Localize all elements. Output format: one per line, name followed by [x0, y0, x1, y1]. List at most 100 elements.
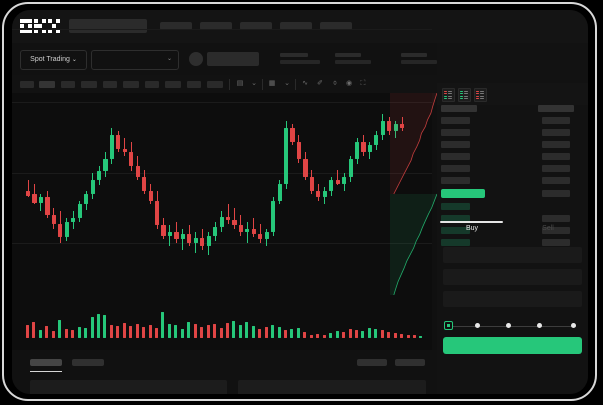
orderbook-bid-row[interactable] [441, 227, 470, 234]
timeframe-button-5[interactable] [103, 81, 117, 88]
amount-percent-slider-handle[interactable] [444, 321, 453, 330]
volume-bar [32, 322, 36, 338]
candles-icon[interactable]: ▤ [236, 80, 244, 87]
nav-item-4[interactable] [280, 22, 312, 30]
volume-bar [419, 336, 423, 338]
bottom-panel-left[interactable] [30, 380, 227, 394]
buy-sell-tabs: Buy Sell [437, 221, 588, 241]
candle-body [103, 159, 108, 172]
nav-item-2[interactable] [200, 22, 232, 30]
candle-body [271, 200, 276, 233]
trading-mode-selector[interactable]: Spot Trading ⌄ [20, 50, 87, 70]
slider-step-25[interactable] [475, 323, 480, 328]
timeframe-button-10[interactable] [207, 81, 223, 88]
candle-body [51, 214, 56, 224]
okx-logo[interactable] [20, 19, 60, 33]
timeframe-button-3[interactable] [61, 81, 75, 88]
candle-body [26, 190, 31, 196]
orderbook-ask-row[interactable] [441, 165, 470, 172]
indicators-icon[interactable]: ▦ [268, 80, 276, 87]
orderbook-bid-row[interactable] [441, 203, 470, 210]
tab-buy[interactable]: Buy [465, 225, 479, 232]
candle-body [309, 176, 314, 191]
nav-item-3[interactable] [240, 22, 272, 30]
bottom-action-1[interactable] [357, 359, 387, 366]
pencil-icon[interactable]: ✐ [317, 80, 323, 87]
orderbook-bid-row[interactable] [441, 215, 470, 222]
orderbook-asks-icon[interactable] [474, 88, 487, 102]
orderbook-ask-amount [542, 165, 570, 172]
orderbook-bid-row[interactable] [441, 239, 470, 246]
candle-wick [259, 223, 261, 243]
timeframe-button-7[interactable] [145, 81, 159, 88]
timeframe-button-4[interactable] [81, 81, 97, 88]
orderbook-ask-row[interactable] [441, 153, 470, 160]
chart-gridline [12, 242, 432, 244]
tab-order-history[interactable] [72, 359, 104, 366]
chevron-down-icon-2[interactable]: ⌄ [284, 80, 290, 87]
orderbook-ask-row[interactable] [441, 129, 470, 136]
volume-bar [38, 329, 42, 338]
trading-pair-selector[interactable]: ⌄ [91, 50, 179, 70]
nav-item-1[interactable] [160, 22, 192, 30]
orderbook-ask-row[interactable] [441, 117, 470, 124]
orderbook-ask-row[interactable] [441, 141, 470, 148]
timeframe-button-1[interactable] [20, 81, 34, 88]
chart-candle [64, 93, 69, 295]
candle-wick [27, 180, 29, 198]
slider-step-50[interactable] [506, 323, 511, 328]
camera-icon[interactable]: ⌽ [332, 80, 338, 87]
volume-bar [393, 333, 397, 338]
volume-bar [64, 328, 68, 338]
slider-step-75[interactable] [537, 323, 542, 328]
fullscreen-icon[interactable]: ⛶ [360, 80, 366, 87]
order-amount-field[interactable] [443, 269, 582, 285]
candle-body [238, 225, 244, 233]
candle-body [342, 176, 347, 184]
timeframe-button-9[interactable] [187, 81, 201, 88]
top-navigation-bar [12, 10, 588, 43]
candle-body [32, 194, 37, 203]
orderbook-and-trade-panel: Buy Sell [437, 43, 588, 394]
tab-sell[interactable]: Sell [542, 225, 554, 232]
bottom-panel-right[interactable] [238, 380, 426, 394]
timeframe-button-6[interactable] [123, 81, 139, 88]
tab-open-orders[interactable] [30, 359, 62, 366]
chart-candle [167, 93, 173, 295]
candle-body [148, 190, 153, 201]
candle-body [58, 223, 63, 238]
settings-icon[interactable]: ◉ [345, 80, 353, 87]
nav-item-5[interactable] [320, 22, 352, 30]
chart-candle [290, 93, 295, 295]
global-search-input[interactable] [69, 19, 147, 33]
candle-body [354, 141, 360, 160]
orderbook-ask-amount [542, 129, 570, 136]
place-buy-order-button[interactable] [443, 337, 582, 354]
orderbook-both-icon[interactable] [442, 88, 455, 102]
slider-step-100[interactable] [571, 323, 576, 328]
volume-bar [277, 326, 281, 338]
volume-bar [296, 327, 300, 338]
candle-body [206, 235, 211, 247]
volume-bar [129, 326, 133, 338]
candlestick-chart[interactable] [12, 28, 432, 295]
timeframe-button-2[interactable] [39, 81, 55, 88]
orderbook-bids-icon[interactable] [458, 88, 471, 102]
timeframe-button-8[interactable] [165, 81, 181, 88]
volume-bar [303, 331, 307, 338]
volume-bar [122, 323, 126, 338]
volume-bar [406, 335, 410, 338]
orderbook-rows[interactable] [437, 105, 588, 246]
order-price-field[interactable] [443, 247, 582, 263]
bottom-action-2[interactable] [395, 359, 425, 366]
orderbook-ask-row[interactable] [441, 177, 470, 184]
toolbar-divider-1 [229, 79, 230, 90]
line-tool-icon[interactable]: ∿ [302, 80, 308, 87]
amount-percent-slider-track[interactable] [446, 326, 576, 327]
order-total-field[interactable] [443, 291, 582, 307]
candle-body [174, 232, 179, 240]
chevron-down-icon-1[interactable]: ⌄ [251, 80, 257, 87]
candle-body [380, 120, 385, 135]
candle-body [187, 234, 192, 243]
